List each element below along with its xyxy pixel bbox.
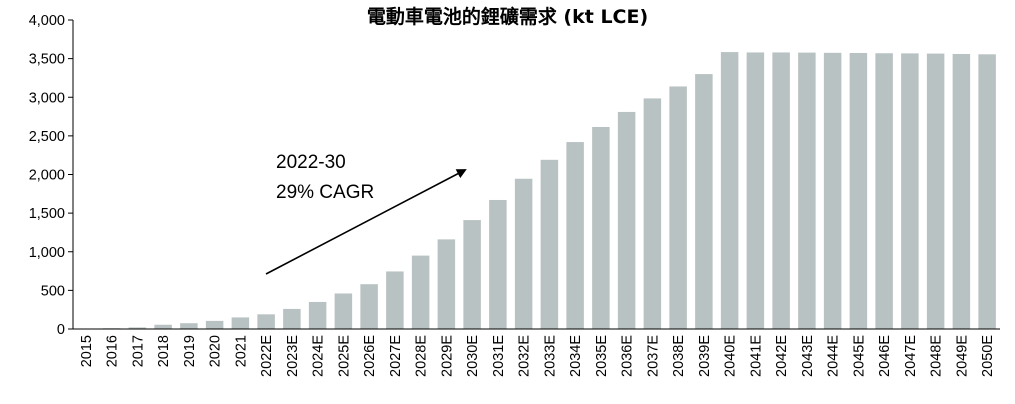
- x-tick-label: 2029E: [439, 335, 455, 377]
- bar-2023E: [283, 308, 301, 329]
- x-tick-label: 2045E: [851, 335, 867, 377]
- y-tick-label: 1,000: [29, 245, 65, 261]
- bar-2034E: [566, 142, 584, 329]
- x-tick-label: 2050E: [980, 335, 996, 377]
- bar-2020: [205, 320, 224, 329]
- bar-2033E: [540, 159, 559, 329]
- bar-2018: [154, 324, 172, 329]
- bar-2042E: [772, 52, 790, 329]
- bar-2026E: [360, 284, 378, 329]
- x-tick-label: 2022E: [259, 335, 275, 377]
- y-tick-label: 3,500: [29, 52, 65, 68]
- x-tick-label: 2037E: [645, 335, 661, 377]
- x-tick-label: 2017: [130, 335, 146, 367]
- x-tick-label: 2038E: [671, 335, 687, 377]
- x-tick-label: 2047E: [903, 335, 919, 377]
- bars-group: [77, 52, 996, 330]
- x-tick-label: 2016: [105, 335, 121, 367]
- x-tick-label: 2039E: [697, 335, 713, 377]
- cagr-rate-label: 29% CAGR: [276, 182, 374, 203]
- x-tick-label: 2042E: [774, 335, 790, 377]
- y-tick-label: 2,000: [29, 168, 65, 184]
- x-tick-label: 2048E: [929, 335, 945, 377]
- chart-title: 電動車電池的鋰礦需求 (kt LCE): [366, 6, 649, 28]
- bar-2021: [231, 317, 250, 329]
- bar-2049E: [952, 53, 971, 330]
- y-tick-label: 3,000: [29, 90, 65, 106]
- x-tick-label: 2020: [208, 335, 224, 367]
- x-tick-label: 2049E: [954, 335, 970, 377]
- x-tick-label: 2043E: [800, 335, 816, 377]
- bar-2035E: [592, 126, 610, 330]
- bar-2019: [180, 323, 198, 329]
- bar-2028E: [411, 255, 430, 329]
- x-tick-label: 2025E: [336, 335, 352, 377]
- x-tick-label: 2036E: [620, 335, 636, 377]
- y-tick-label: 1,500: [29, 206, 65, 222]
- x-tick-label: 2040E: [723, 335, 739, 377]
- bar-2027E: [386, 271, 404, 329]
- bar-2043E: [798, 52, 816, 329]
- bar-2029E: [437, 239, 456, 329]
- bar-2032E: [514, 178, 533, 329]
- bar-2036E: [617, 111, 636, 330]
- x-tick-label: 2035E: [594, 335, 610, 377]
- x-tick-label: 2027E: [388, 335, 404, 377]
- bar-2045E: [849, 52, 868, 330]
- bar-2022E: [257, 314, 275, 329]
- x-tick-label: 2024E: [311, 335, 327, 377]
- y-tick-label: 0: [57, 322, 65, 338]
- x-tick-label: 2028E: [414, 335, 430, 377]
- bar-2040E: [720, 52, 739, 330]
- x-tick-label: 2033E: [542, 335, 558, 377]
- x-tick-label: 2031E: [491, 335, 507, 377]
- cagr-arrow: [265, 169, 467, 275]
- x-tick-label: 2046E: [877, 335, 893, 377]
- x-tick-label: 2044E: [826, 335, 842, 377]
- bar-2025E: [334, 293, 353, 329]
- bar-2030E: [463, 220, 481, 329]
- x-tick-label: 2019: [182, 335, 198, 367]
- y-tick-label: 4,000: [29, 13, 65, 29]
- bar-2017: [128, 327, 147, 329]
- x-tick-label: 2023E: [285, 335, 301, 377]
- bar-2044E: [823, 52, 842, 329]
- x-tick-label: 2041E: [748, 335, 764, 377]
- x-tick-label: 2018: [156, 335, 172, 367]
- x-ticks-group: 2015 2016 2017 2018 2019 2020 2021 2022E 2023E 20…: [79, 335, 996, 377]
- bar-2047E: [901, 53, 919, 330]
- x-tick-label: 2034E: [568, 335, 584, 377]
- bar-2048E: [926, 53, 945, 329]
- x-tick-label: 2026E: [362, 335, 378, 377]
- x-tick-label: 2021: [233, 335, 249, 367]
- bar-2041E: [746, 52, 765, 329]
- x-tick-label: 2015: [79, 335, 95, 367]
- cagr-period-label: 2022-30: [276, 152, 346, 173]
- y-tick-label: 2,500: [29, 129, 65, 145]
- x-tick-label: 2032E: [517, 335, 533, 377]
- bar-2039E: [695, 74, 713, 329]
- bar-2046E: [875, 53, 893, 329]
- bar-2024E: [308, 301, 327, 329]
- bar-2038E: [669, 86, 687, 329]
- y-ticks-group: 0 500 1,000 1,500 2,000 2,500 3,000 3,500 4,000: [29, 13, 73, 338]
- bar-2050E: [978, 54, 996, 330]
- y-tick-label: 500: [41, 283, 65, 299]
- cagr-annotation: 2022-30 29% CAGR: [265, 152, 467, 275]
- x-tick-label: 2030E: [465, 335, 481, 377]
- bar-2031E: [489, 199, 507, 329]
- bar-2037E: [643, 98, 662, 329]
